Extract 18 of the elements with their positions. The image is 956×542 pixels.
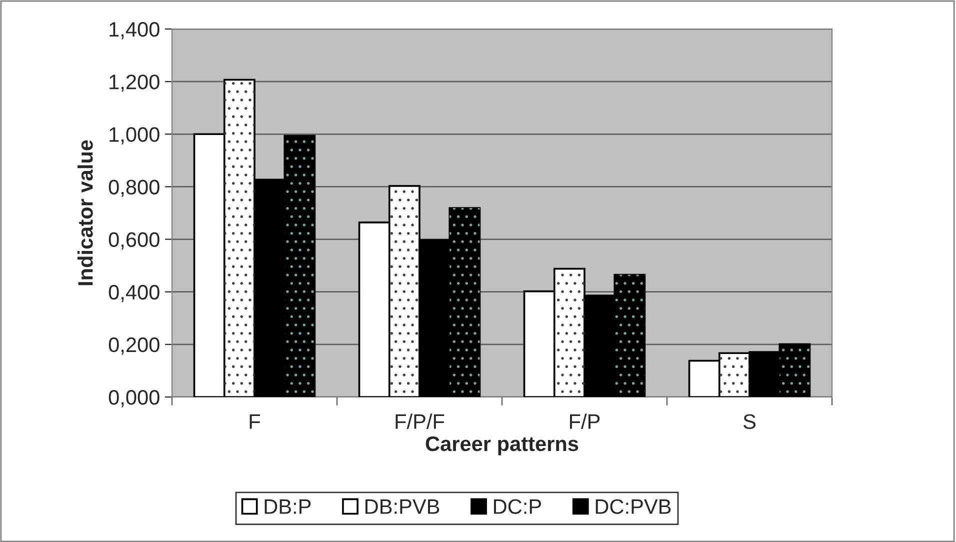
y-tick-label: 1,400 — [110, 22, 160, 40]
legend-label: DB:PVB — [366, 499, 440, 514]
y-tick-label: 0,800 — [108, 180, 160, 197]
x-tick-label: S — [744, 414, 756, 429]
y-tick-label: 0,400 — [108, 284, 160, 302]
x-tick-label: F/P/F — [396, 414, 444, 429]
y-tick-label: 1,000 — [110, 127, 160, 144]
x-tick-label: F/P — [570, 414, 600, 429]
x-axis-title: Career patterns — [426, 436, 578, 456]
y-tick-label: 0,600 — [108, 232, 160, 250]
y-axis-title: Indicator value — [78, 140, 93, 286]
legend-label: DC:PVB — [596, 499, 671, 514]
x-tick-label: F — [250, 414, 260, 429]
y-tick-label: 0,200 — [108, 337, 160, 355]
y-tick-label: 0,000 — [108, 390, 160, 408]
legend-label: DC:P — [494, 499, 541, 514]
legend-label: DB:P — [264, 499, 311, 514]
y-tick-label: 1,200 — [110, 74, 160, 92]
